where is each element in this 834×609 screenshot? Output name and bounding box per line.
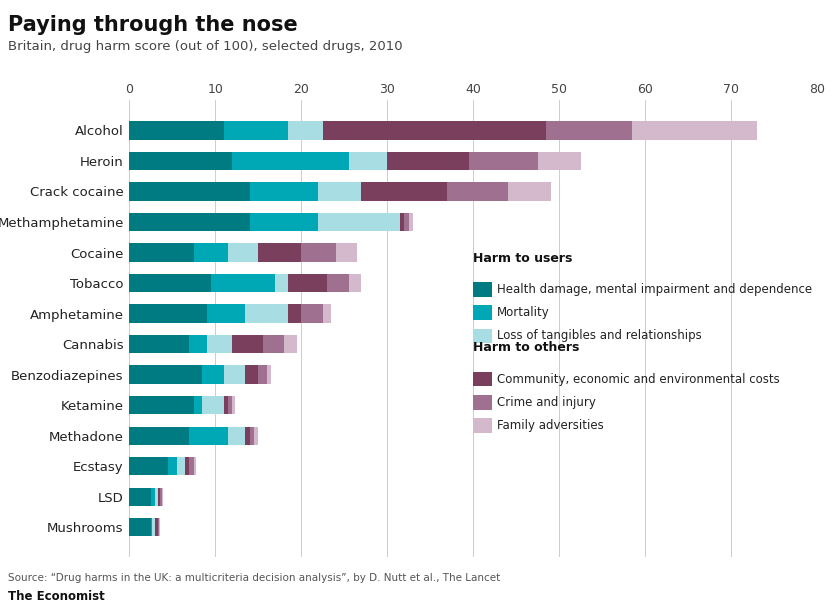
Bar [162,488,163,506]
Bar [233,335,263,353]
Bar [203,396,224,414]
Bar [129,518,151,537]
Bar [153,518,155,537]
Bar [327,274,349,292]
Bar [245,426,249,445]
Bar [129,182,249,200]
Bar [301,304,323,323]
Bar [323,304,331,323]
Bar [189,335,207,353]
Bar [409,213,413,231]
Bar [284,335,297,353]
Bar [233,152,349,170]
Bar [245,365,259,384]
Text: Loss of tangibles and relationships: Loss of tangibles and relationships [497,329,701,342]
Bar [129,274,211,292]
Bar [155,518,158,537]
Bar [229,244,259,262]
Text: Britain, drug harm score (out of 100), selected drugs, 2010: Britain, drug harm score (out of 100), s… [8,40,403,52]
Bar [224,121,289,139]
Bar [249,213,319,231]
Bar [319,182,361,200]
Bar [193,457,196,476]
Bar [151,518,153,537]
Bar [158,518,159,537]
Bar [129,304,207,323]
Bar [189,457,193,476]
Bar [158,488,160,506]
Bar [349,152,387,170]
Bar [129,213,249,231]
Bar [177,457,185,476]
Bar [319,213,400,231]
Bar [249,426,254,445]
Bar [129,365,203,384]
Bar [546,121,632,139]
Bar [249,182,319,200]
Bar [168,457,177,476]
Text: The Economist: The Economist [8,590,105,603]
Bar [129,335,189,353]
Bar [229,426,245,445]
Bar [129,396,193,414]
Bar [207,335,233,353]
Bar [203,365,224,384]
Bar [193,396,203,414]
Bar [323,121,546,139]
Bar [159,518,160,537]
Bar [129,244,193,262]
Bar [211,274,275,292]
Bar [301,244,335,262]
Bar [289,121,323,139]
Bar [185,457,189,476]
Bar [155,488,158,506]
Bar [289,304,301,323]
Bar [224,396,229,414]
Bar [129,121,224,139]
Bar [129,488,151,506]
Bar [189,426,229,445]
Text: Harm to others: Harm to others [474,342,580,354]
Text: Source: “Drug harms in the UK: a multicriteria decision analysis”, by D. Nutt et: Source: “Drug harms in the UK: a multicr… [8,574,500,583]
Bar [245,304,289,323]
Bar [335,244,357,262]
Bar [632,121,757,139]
Bar [469,152,538,170]
Bar [361,182,448,200]
Bar [160,488,162,506]
Bar [129,426,189,445]
Bar [233,396,235,414]
Bar [508,182,550,200]
Bar [254,426,259,445]
Bar [151,488,155,506]
Bar [267,365,271,384]
Text: Harm to users: Harm to users [474,252,573,265]
Bar [129,152,233,170]
Bar [404,213,409,231]
Bar [400,213,404,231]
Bar [207,304,245,323]
Bar [129,457,168,476]
Bar [289,274,327,292]
Bar [349,274,361,292]
Bar [259,365,267,384]
Text: Family adversities: Family adversities [497,419,603,432]
Text: Community, economic and environmental costs: Community, economic and environmental co… [497,373,780,385]
Bar [448,182,508,200]
Text: Paying through the nose: Paying through the nose [8,15,298,35]
Text: Mortality: Mortality [497,306,550,319]
Bar [193,244,229,262]
Bar [259,244,301,262]
Bar [387,152,469,170]
Text: Crime and injury: Crime and injury [497,396,595,409]
Bar [229,396,233,414]
Bar [263,335,284,353]
Bar [224,365,245,384]
Bar [275,274,289,292]
Bar [538,152,580,170]
Text: Health damage, mental impairment and dependence: Health damage, mental impairment and dep… [497,283,811,296]
